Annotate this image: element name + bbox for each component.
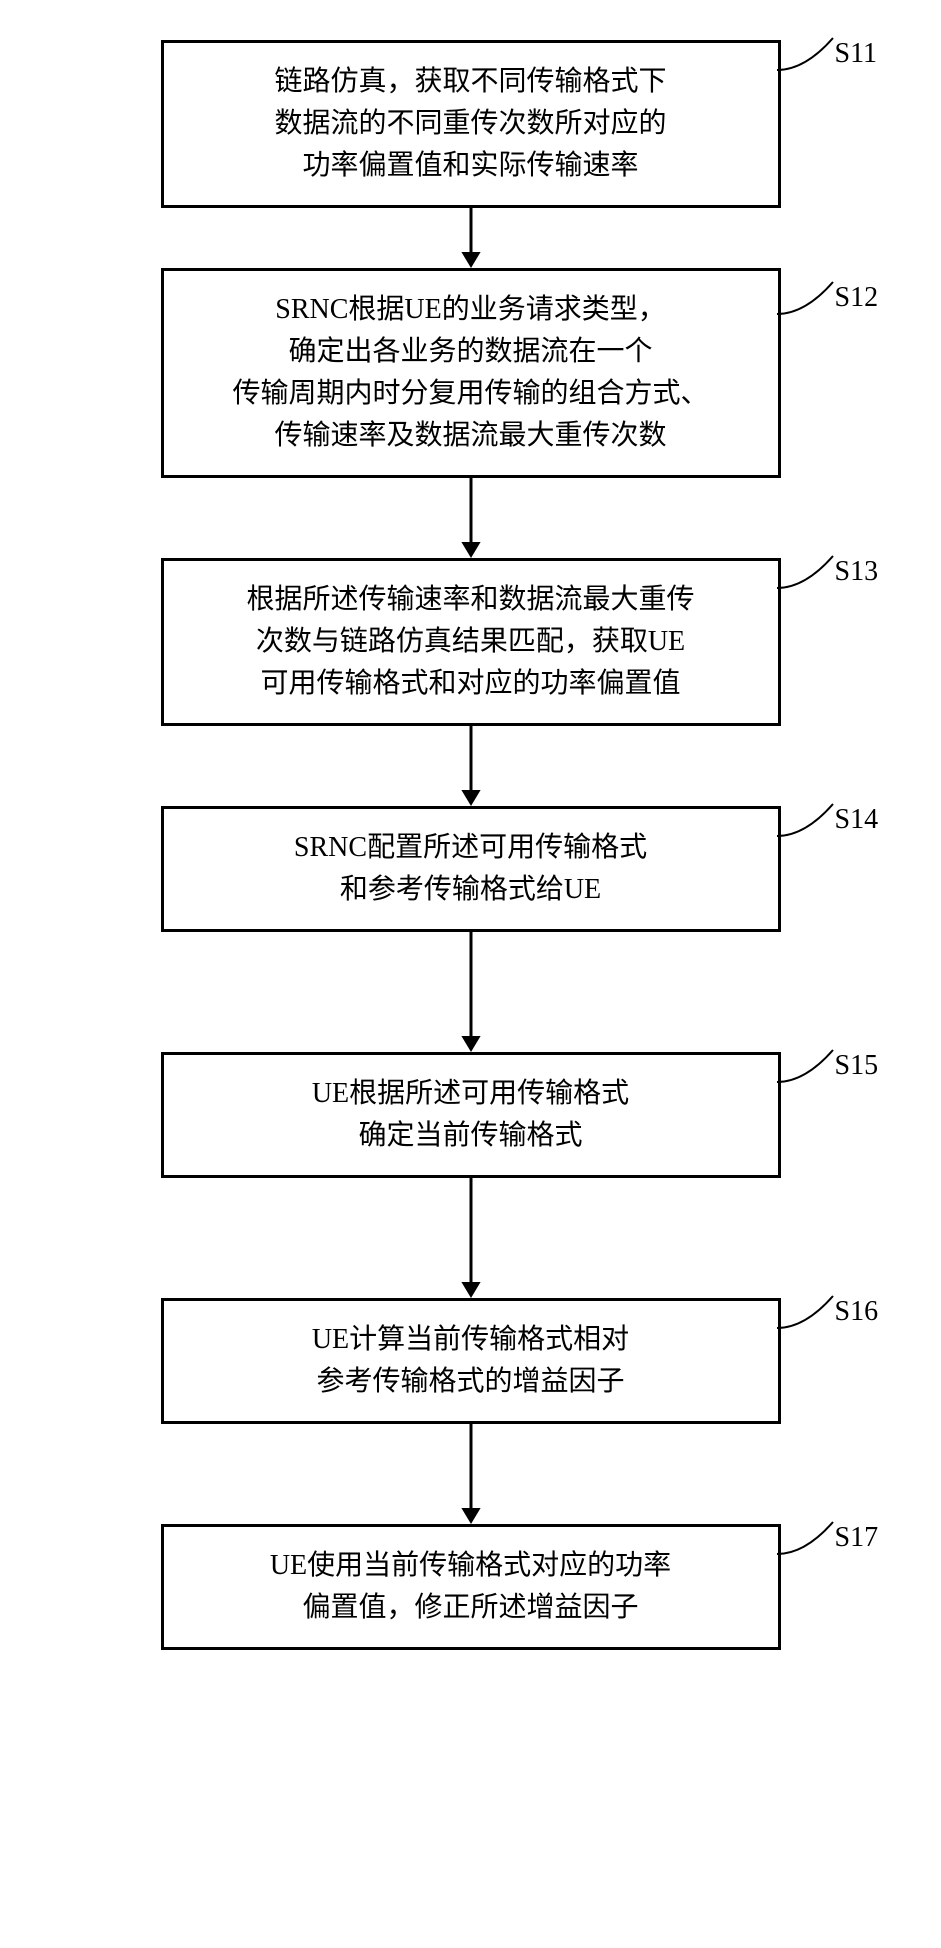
step-label-connector: S16 [775, 1290, 879, 1330]
step-label-connector: S13 [775, 550, 879, 590]
flow-step-row: UE使用当前传输格式对应的功率 偏置值，修正所述增益因子 S17 [21, 1524, 921, 1650]
flow-step-s15: UE根据所述可用传输格式 确定当前传输格式 [161, 1052, 781, 1178]
flow-arrow [451, 478, 491, 558]
step-label-connector: S15 [775, 1044, 879, 1084]
flow-step-s12: SRNC根据UE的业务请求类型， 确定出各业务的数据流在一个 传输周期内时分复用… [161, 268, 781, 478]
flow-arrow [451, 208, 491, 268]
step-label-connector: S14 [775, 798, 879, 838]
flow-step-row: UE根据所述可用传输格式 确定当前传输格式 S15 [21, 1052, 921, 1178]
flow-arrow [451, 1424, 491, 1524]
step-label: S14 [835, 804, 879, 838]
flow-step-row: SRNC配置所述可用传输格式 和参考传输格式给UE S14 [21, 806, 921, 932]
flow-step-s16: UE计算当前传输格式相对 参考传输格式的增益因子 [161, 1298, 781, 1424]
step-label: S15 [835, 1050, 879, 1084]
flow-arrow [451, 932, 491, 1052]
step-label: S16 [835, 1296, 879, 1330]
step-label-connector: S11 [775, 32, 878, 72]
flow-step-row: UE计算当前传输格式相对 参考传输格式的增益因子 S16 [21, 1298, 921, 1424]
flow-arrow [451, 726, 491, 806]
step-label-connector: S17 [775, 1516, 879, 1556]
flow-step-s11: 链路仿真，获取不同传输格式下 数据流的不同重传次数所对应的 功率偏置值和实际传输… [161, 40, 781, 208]
step-label-connector: S12 [775, 276, 879, 316]
flow-step-row: 链路仿真，获取不同传输格式下 数据流的不同重传次数所对应的 功率偏置值和实际传输… [21, 40, 921, 208]
flow-step-row: 根据所述传输速率和数据流最大重传 次数与链路仿真结果匹配，获取UE 可用传输格式… [21, 558, 921, 726]
flow-step-s17: UE使用当前传输格式对应的功率 偏置值，修正所述增益因子 [161, 1524, 781, 1650]
step-label: S12 [835, 282, 879, 316]
flow-arrow [451, 1178, 491, 1298]
flowchart-container: 链路仿真，获取不同传输格式下 数据流的不同重传次数所对应的 功率偏置值和实际传输… [21, 40, 921, 1650]
step-label: S13 [835, 556, 879, 590]
flow-step-row: SRNC根据UE的业务请求类型， 确定出各业务的数据流在一个 传输周期内时分复用… [21, 268, 921, 478]
flow-step-s13: 根据所述传输速率和数据流最大重传 次数与链路仿真结果匹配，获取UE 可用传输格式… [161, 558, 781, 726]
flow-step-s14: SRNC配置所述可用传输格式 和参考传输格式给UE [161, 806, 781, 932]
step-label: S17 [835, 1522, 879, 1556]
step-label: S11 [835, 38, 878, 72]
